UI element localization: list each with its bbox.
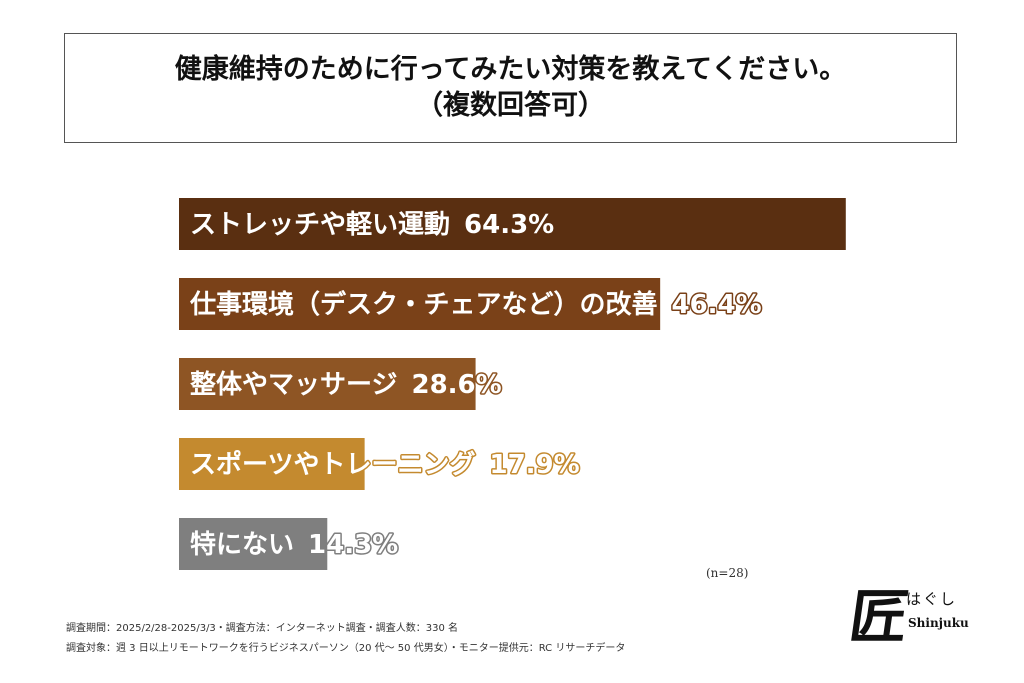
- category-label-3: スポーツやトレーニング: [190, 449, 475, 480]
- bar-1: [179, 278, 661, 330]
- survey-target: 調査対象：週 3 日以上リモートワークを行うビジネスパーソン（20 代〜 50 …: [66, 643, 626, 654]
- logo-kana: はぐし: [906, 590, 958, 608]
- bar-label-2: 整体やマッサージ 28.6%: [190, 369, 502, 400]
- chart-title-box: 健康維持のために行ってみたい対策を教えてください。 （複数回答可）: [64, 33, 957, 143]
- category-label-4: 特にない: [190, 529, 294, 560]
- bar-label-0: ストレッチや軽い運動 64.3%: [190, 209, 554, 240]
- bar-label-1: 仕事環境（デスク・チェアなど）の改善 46.4%: [189, 289, 762, 320]
- category-label-2: 整体やマッサージ: [190, 369, 397, 400]
- category-label-1: 仕事環境（デスク・チェアなど）の改善: [189, 289, 657, 320]
- chart-title: 健康維持のために行ってみたい対策を教えてください。: [174, 54, 847, 85]
- category-label-0: ストレッチや軽い運動: [190, 209, 450, 240]
- bar-4: [179, 518, 328, 570]
- value-label-1: 46.4%: [671, 290, 761, 320]
- logo-latin: Shinjuku: [908, 616, 969, 630]
- bar-label-3: スポーツやトレーニング 17.9%: [190, 449, 580, 480]
- value-label-2: 28.6%: [411, 370, 501, 400]
- brand-logo: 匠 はぐし Shinjuku: [845, 582, 970, 662]
- survey-period-method: 調査期間：2025/2/28-2025/3/3・調査方法：インターネット調査・調…: [66, 623, 459, 634]
- bar-3: [179, 438, 365, 490]
- bar-label-4: 特にない 14.3%: [190, 529, 398, 560]
- bar-0: [179, 198, 846, 250]
- chart-subtitle: （複数回答可）: [416, 90, 605, 121]
- value-label-3: 17.9%: [489, 450, 579, 480]
- sample-size-note: (n=28): [706, 566, 749, 580]
- logo-mark: 匠: [845, 583, 913, 651]
- value-label-0: 64.3%: [464, 210, 554, 240]
- survey-footer: 調査期間：2025/2/28-2025/3/3・調査方法：インターネット調査・調…: [66, 619, 625, 659]
- bar-2: [179, 358, 476, 410]
- value-label-4: 14.3%: [308, 530, 398, 560]
